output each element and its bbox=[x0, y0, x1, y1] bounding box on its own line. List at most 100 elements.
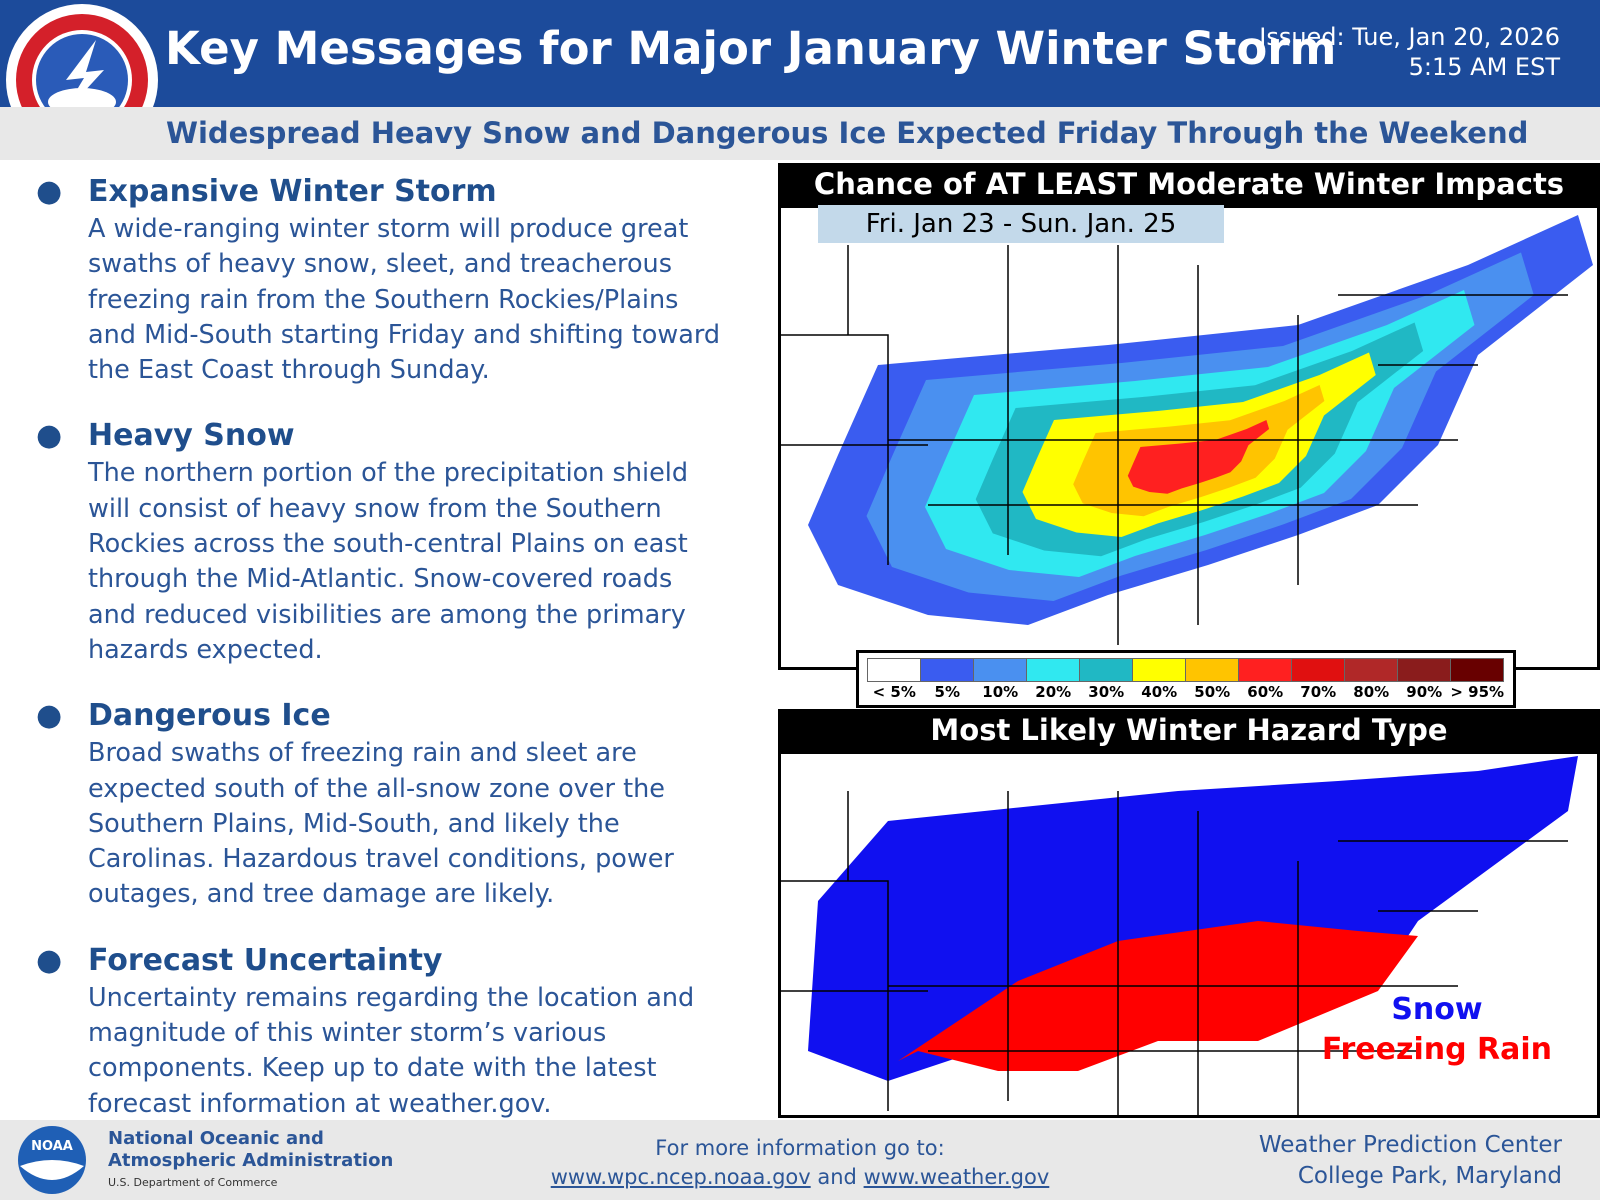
subtitle: Widespread Heavy Snow and Dangerous Ice … bbox=[166, 116, 1529, 150]
center-line: College Park, Maryland bbox=[1297, 1163, 1562, 1189]
legend-label: 60% bbox=[1247, 683, 1284, 701]
section-line: The northern portion of the precipitatio… bbox=[88, 458, 689, 489]
probability-map bbox=[778, 205, 1600, 670]
section-line: and reduced visibilities are among the p… bbox=[88, 599, 686, 630]
section-heading: Heavy Snow bbox=[88, 418, 295, 454]
legend-label: > 95% bbox=[1450, 683, 1505, 701]
link[interactable]: www.wpc.ncep.noaa.gov bbox=[550, 1165, 811, 1189]
org-line: National Oceanic and bbox=[108, 1128, 324, 1149]
center-line: Weather Prediction Center bbox=[1258, 1132, 1562, 1158]
and: and bbox=[817, 1165, 857, 1189]
state-lines bbox=[778, 791, 889, 1111]
state-lines bbox=[1338, 294, 1568, 366]
issued: Issued: Tue, Jan 20, 2026 5:15 AM EST bbox=[1259, 22, 1560, 82]
issued-line: 5:15 AM EST bbox=[1408, 53, 1560, 81]
section-line: Uncertainty remains regarding the locati… bbox=[88, 982, 695, 1013]
subtitle-bar bbox=[0, 107, 1600, 160]
legend-swatch bbox=[1026, 658, 1080, 682]
map-title: Chance of AT LEAST Moderate Winter Impac… bbox=[778, 163, 1600, 205]
center: Weather Prediction Center College Park, M… bbox=[1259, 1130, 1562, 1192]
section-line: forecast information at weather.gov. bbox=[88, 1088, 552, 1119]
legend-label: 10% bbox=[982, 683, 1019, 701]
state-lines bbox=[778, 245, 889, 565]
link[interactable]: www.weather.gov bbox=[863, 1165, 1050, 1189]
key-messages: ● Expansive Winter Storm A wide-ranging wi… bbox=[30, 172, 760, 1150]
section: ● Expansive Winter Storm A wide-ranging wi… bbox=[30, 172, 760, 388]
legend-swatch bbox=[1344, 658, 1398, 682]
section-line: components. Keep up to date with the lat… bbox=[88, 1053, 657, 1084]
map-frame bbox=[778, 751, 1600, 1118]
legend-label: Freezing Rain bbox=[1321, 1032, 1552, 1067]
section-heading: Forecast Uncertainty bbox=[88, 942, 443, 978]
section-line: hazards expected. bbox=[88, 634, 323, 665]
section-line: through the Mid-Atlantic. Snow-covered r… bbox=[88, 564, 673, 595]
section-heading: Dangerous Ice bbox=[88, 698, 331, 734]
legend-swatch bbox=[920, 658, 974, 682]
bullet: ● bbox=[36, 174, 63, 209]
hazard-map bbox=[778, 751, 1600, 1118]
legend-swatch bbox=[1291, 658, 1345, 682]
legend-label: 5% bbox=[934, 683, 960, 701]
legend-swatch bbox=[1079, 658, 1133, 682]
noaa-text: NOAA bbox=[31, 1139, 73, 1154]
probability-legend: < 5% 5% 10% 20% 30% 40% 50% 60% 70% 80% 90% > 95% bbox=[856, 650, 1516, 708]
legend-swatch bbox=[1397, 658, 1451, 682]
header-bar bbox=[0, 0, 1600, 107]
date-range: Fri. Jan 23 - Sun. Jan. 25 bbox=[818, 205, 1224, 243]
section-line: Broad swaths of freezing rain and sleet … bbox=[88, 738, 637, 769]
legend-label: Snow bbox=[1391, 992, 1483, 1027]
legend-swatch bbox=[867, 658, 921, 682]
legend-label: 50% bbox=[1194, 683, 1231, 701]
legend-swatch bbox=[1450, 658, 1504, 682]
footer bbox=[0, 1120, 1600, 1200]
org: National Oceanic and Atmospheric Administ… bbox=[108, 1128, 393, 1194]
legend-swatch bbox=[1132, 658, 1186, 682]
bullet: ● bbox=[36, 698, 63, 734]
section: ● Dangerous Ice Broad swaths of freezing r… bbox=[30, 696, 760, 912]
legend-swatch bbox=[1238, 658, 1292, 682]
section-line: magnitude of this winter storm’s various bbox=[88, 1018, 607, 1049]
ice-area bbox=[898, 921, 1418, 1071]
legend-label: 80% bbox=[1353, 683, 1390, 701]
hazard-legend: Snow Freezing Rain bbox=[1322, 990, 1552, 1070]
state-lines bbox=[1197, 265, 1299, 625]
org-line: Atmospheric Administration bbox=[108, 1150, 394, 1171]
legend-label: < 5% bbox=[872, 683, 916, 701]
section: ● Forecast Uncertainty Uncertainty remains… bbox=[30, 941, 760, 1122]
section-heading: Expansive Winter Storm bbox=[88, 174, 497, 209]
legend-label: 40% bbox=[1141, 683, 1178, 701]
section-line: expected south of the all-snow zone over… bbox=[88, 773, 665, 804]
section-line: will consist of heavy snow from the Sout… bbox=[88, 493, 662, 524]
legend-swatch bbox=[1185, 658, 1239, 682]
issued-line: Issued: Tue, Jan 20, 2026 bbox=[1259, 23, 1560, 51]
legend-label: 20% bbox=[1035, 683, 1072, 701]
info: For more information go to: www.wpc.ncep.… bbox=[520, 1134, 1080, 1192]
section-line: and Mid-South starting Friday and shifti… bbox=[88, 319, 721, 350]
legend-label: 30% bbox=[1088, 683, 1125, 701]
section-line: A wide-ranging winter storm will produce… bbox=[88, 214, 689, 244]
legend-label: 70% bbox=[1300, 683, 1337, 701]
info-line: For more information go to: bbox=[655, 1136, 945, 1160]
section-line: Rockies across the south-central Plains … bbox=[88, 529, 688, 560]
noaa-logo: NOAA bbox=[18, 1126, 86, 1194]
section-line: Southern Plains, Mid-South, and likely t… bbox=[88, 808, 620, 839]
section-line: freezing rain from the Southern Rockies/… bbox=[88, 284, 679, 315]
legend-label: 90% bbox=[1406, 683, 1443, 701]
section-line: the East Coast through Sunday. bbox=[88, 355, 490, 386]
bullet: ● bbox=[36, 942, 63, 978]
state-lines bbox=[1338, 840, 1568, 912]
state-lines bbox=[1197, 811, 1299, 1118]
section-line: outages, and tree damage are likely. bbox=[88, 879, 555, 910]
state-lines bbox=[1007, 245, 1119, 645]
section-line: Carolinas. Hazardous travel conditions, … bbox=[88, 844, 674, 875]
section-line: swaths of heavy snow, sleet, and treache… bbox=[88, 249, 672, 280]
bullet: ● bbox=[36, 418, 63, 454]
section: ● Heavy Snow The northern portion of the p… bbox=[30, 416, 760, 668]
map-title: Most Likely Winter Hazard Type bbox=[778, 709, 1600, 751]
dept: U.S. Department of Commerce bbox=[108, 1176, 278, 1189]
legend-swatch bbox=[973, 658, 1027, 682]
state-lines bbox=[888, 985, 1458, 1052]
state-lines bbox=[888, 439, 1458, 506]
state-lines bbox=[1007, 791, 1119, 1118]
